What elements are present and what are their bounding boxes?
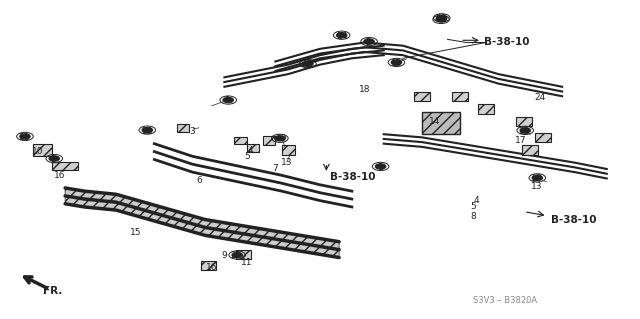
Text: 18: 18: [359, 85, 371, 94]
Circle shape: [142, 128, 152, 133]
FancyBboxPatch shape: [282, 145, 294, 155]
Text: 17: 17: [515, 136, 527, 145]
Text: 20: 20: [435, 14, 447, 23]
Text: 2: 2: [365, 38, 371, 47]
Text: 24: 24: [337, 32, 348, 41]
Text: 6: 6: [196, 175, 202, 185]
Text: 9: 9: [221, 251, 227, 260]
Text: 8: 8: [470, 212, 476, 221]
FancyBboxPatch shape: [522, 145, 538, 155]
Circle shape: [520, 128, 531, 133]
Text: 13: 13: [281, 158, 292, 167]
Text: 16: 16: [54, 171, 66, 180]
FancyBboxPatch shape: [236, 250, 252, 259]
Text: B-38-10: B-38-10: [330, 172, 375, 182]
FancyBboxPatch shape: [177, 124, 189, 132]
Text: 15: 15: [129, 228, 141, 237]
FancyBboxPatch shape: [52, 162, 78, 170]
FancyBboxPatch shape: [234, 137, 246, 145]
Text: FR.: FR.: [43, 286, 62, 296]
Circle shape: [532, 175, 542, 180]
Text: 9: 9: [51, 155, 56, 164]
Circle shape: [303, 61, 313, 66]
FancyBboxPatch shape: [262, 136, 275, 145]
Circle shape: [275, 136, 285, 141]
Circle shape: [436, 17, 446, 22]
Circle shape: [232, 252, 243, 257]
Text: 5: 5: [244, 152, 250, 161]
FancyBboxPatch shape: [414, 92, 430, 101]
Text: 16: 16: [206, 263, 218, 271]
Circle shape: [436, 15, 447, 20]
Text: 13: 13: [531, 182, 543, 191]
Text: 21: 21: [230, 251, 241, 260]
Text: 1: 1: [225, 97, 230, 106]
Text: 22: 22: [518, 127, 529, 136]
Text: 12: 12: [391, 59, 402, 68]
FancyBboxPatch shape: [200, 261, 216, 270]
Text: 1: 1: [378, 163, 383, 172]
Text: 7: 7: [273, 165, 278, 174]
Text: 19: 19: [531, 174, 543, 183]
FancyBboxPatch shape: [246, 145, 259, 152]
Circle shape: [376, 164, 386, 169]
Text: S3V3 – B3820A: S3V3 – B3820A: [473, 296, 537, 305]
Circle shape: [364, 39, 374, 44]
Text: 21: 21: [18, 133, 29, 142]
Text: B-38-10: B-38-10: [550, 215, 596, 225]
Circle shape: [223, 98, 234, 103]
FancyBboxPatch shape: [422, 112, 460, 134]
Circle shape: [392, 60, 401, 65]
Circle shape: [49, 156, 60, 161]
FancyBboxPatch shape: [516, 117, 532, 126]
Circle shape: [20, 134, 30, 139]
Circle shape: [337, 33, 347, 38]
FancyBboxPatch shape: [452, 92, 468, 101]
Text: 14: 14: [429, 117, 440, 126]
Polygon shape: [65, 188, 339, 257]
Text: 3: 3: [189, 127, 195, 136]
FancyBboxPatch shape: [535, 133, 551, 142]
Text: 19: 19: [276, 134, 287, 144]
Text: 4: 4: [474, 196, 479, 205]
Text: 11: 11: [241, 258, 252, 267]
Text: 5: 5: [470, 203, 476, 211]
Text: 4: 4: [247, 145, 253, 154]
Text: 23: 23: [141, 127, 152, 136]
Text: 10: 10: [32, 147, 44, 156]
Text: 22: 22: [301, 60, 313, 69]
Text: B-38-10: B-38-10: [484, 38, 530, 48]
FancyBboxPatch shape: [477, 104, 493, 114]
FancyBboxPatch shape: [33, 144, 52, 156]
Text: 24: 24: [534, 93, 545, 102]
